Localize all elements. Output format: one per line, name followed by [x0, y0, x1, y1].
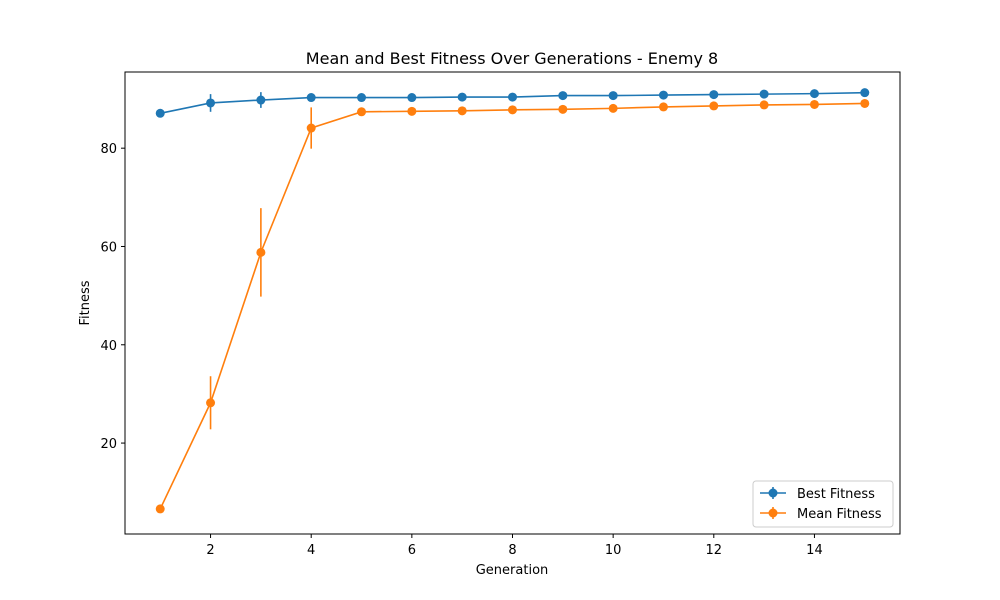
- data-point-best-fitness: [608, 91, 618, 101]
- legend-box: [752, 480, 894, 528]
- legend-label-mean-fitness: Mean Fitness: [797, 507, 882, 522]
- data-point-mean-fitness: [155, 504, 165, 514]
- data-point-mean-fitness: [608, 103, 618, 113]
- x-tick-label: 4: [307, 543, 315, 558]
- data-point-mean-fitness: [457, 106, 467, 116]
- y-tick-label: 80: [100, 142, 117, 157]
- data-point-best-fitness: [809, 89, 819, 99]
- x-tick-label: 2: [206, 543, 214, 558]
- data-point-mean-fitness: [860, 98, 870, 108]
- y-tick-label: 20: [100, 437, 117, 452]
- data-point-mean-fitness: [759, 100, 769, 110]
- axes: 2 4 6 8 10 12 14 20 40 60 80: [100, 142, 822, 558]
- data-point-best-fitness: [357, 93, 367, 103]
- data-point-best-fitness: [306, 93, 316, 103]
- legend-marker-best-fitness: [768, 488, 778, 498]
- data-point-best-fitness: [407, 93, 417, 103]
- data-point-mean-fitness: [508, 105, 517, 115]
- y-axis-title: Fitness: [78, 280, 93, 325]
- data-point-best-fitness: [508, 92, 517, 102]
- x-tick-label: 14: [806, 543, 823, 558]
- data-point-mean-fitness: [407, 106, 417, 116]
- data-point-mean-fitness: [558, 104, 568, 114]
- legend: Best Fitness Mean Fitness: [752, 480, 894, 528]
- data-point-best-fitness: [155, 108, 165, 118]
- legend-label-best-fitness: Best Fitness: [797, 487, 875, 502]
- data-point-best-fitness: [658, 90, 668, 100]
- legend-marker-mean-fitness: [768, 508, 778, 518]
- legend-entry-best-fitness: Best Fitness: [760, 487, 875, 502]
- data-point-best-fitness: [860, 88, 870, 98]
- data-point-mean-fitness: [256, 247, 266, 257]
- data-point-mean-fitness: [357, 107, 367, 117]
- data-point-mean-fitness: [809, 99, 819, 109]
- series-best-fitness: [155, 88, 870, 118]
- plot-area: [155, 88, 870, 514]
- data-point-mean-fitness: [206, 398, 216, 408]
- series-mean-fitness: [155, 98, 870, 514]
- data-point-best-fitness: [206, 98, 216, 108]
- data-point-best-fitness: [457, 92, 467, 102]
- data-point-mean-fitness: [306, 123, 316, 133]
- data-point-best-fitness: [709, 90, 719, 100]
- chart-title: Mean and Best Fitness Over Generations -…: [306, 49, 718, 68]
- y-tick-label: 60: [100, 240, 117, 255]
- x-tick-label: 6: [408, 543, 416, 558]
- data-point-best-fitness: [759, 89, 769, 99]
- data-point-best-fitness: [256, 95, 266, 105]
- x-axis-title: Generation: [476, 563, 549, 578]
- x-tick-label: 8: [508, 543, 516, 558]
- data-point-best-fitness: [558, 91, 568, 101]
- y-tick-label: 40: [100, 339, 117, 354]
- x-tick-label: 10: [605, 543, 622, 558]
- legend-entry-mean-fitness: Mean Fitness: [760, 507, 882, 522]
- data-point-mean-fitness: [658, 102, 668, 112]
- data-point-mean-fitness: [709, 101, 719, 111]
- x-tick-label: 12: [706, 543, 723, 558]
